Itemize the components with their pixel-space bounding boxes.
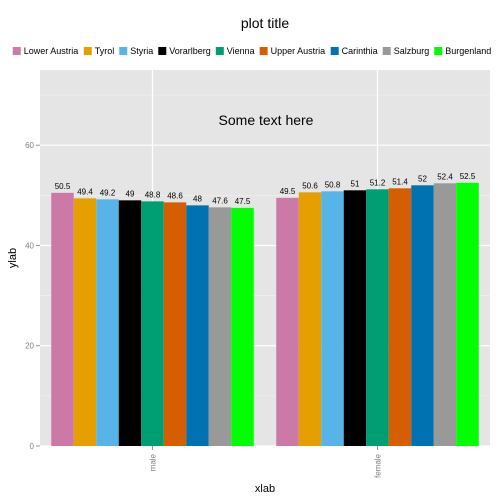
legend-item: Vienna (215, 46, 255, 56)
bar (343, 190, 367, 446)
legend-key (434, 47, 443, 55)
legend-item: Upper Austria (259, 46, 326, 56)
legend-label: Vienna (227, 46, 255, 56)
bar-value-label: 51 (351, 179, 360, 188)
bar-value-label: 48.6 (167, 191, 183, 200)
bar (163, 202, 187, 446)
bar (51, 192, 74, 446)
legend-key (158, 47, 167, 55)
bar (456, 182, 479, 447)
y-tick-label: 0 (30, 442, 35, 451)
bar-value-label: 47.5 (235, 197, 251, 206)
legend-item: Styria (119, 46, 153, 56)
legend-label: Burgenland (445, 46, 491, 56)
legend-label: Styria (130, 46, 153, 56)
bar-value-label: 49 (126, 189, 135, 198)
bar-value-label: 49.2 (100, 188, 116, 197)
bar-value-label: 48.8 (145, 190, 161, 199)
x-axis-label: xlab (255, 483, 275, 495)
bar (276, 197, 299, 446)
bar (118, 200, 142, 446)
bar (366, 189, 389, 447)
legend-key (12, 47, 21, 55)
y-axis-label: ylab (7, 248, 19, 268)
bars (51, 182, 479, 447)
bar (96, 199, 119, 446)
chart-title: plot title (241, 15, 289, 31)
legend: Lower Austria Tyrol Styria Vorarlberg Vienna… (12, 46, 491, 56)
bar-value-label: 52 (418, 174, 427, 183)
legend-key (259, 47, 268, 55)
bar-value-label: 50.6 (302, 181, 318, 190)
bar (298, 192, 322, 446)
legend-label: Tyrol (95, 46, 115, 56)
y-tick-label: 20 (25, 342, 34, 351)
bar-value-label: 50.5 (55, 182, 71, 191)
bar (321, 191, 344, 446)
legend-key (330, 47, 339, 55)
bar-labels: 50.5 49.4 49.2 49 48.8 48.6 48 47.6 47.5 49.5 50.6… (55, 172, 476, 206)
legend-key (83, 47, 92, 55)
bar (433, 183, 457, 446)
x-axis-ticks: male female (149, 446, 383, 478)
bar-value-label: 52.5 (460, 172, 476, 181)
bar-value-label: 47.6 (212, 196, 228, 205)
legend-item: Tyrol (83, 46, 115, 56)
x-tick-label: male (149, 453, 158, 471)
bar (73, 198, 97, 446)
legend-label: Salzburg (394, 46, 430, 56)
legend-label: Lower Austria (24, 46, 79, 56)
bar-value-label: 52.4 (437, 172, 453, 181)
bar-value-label: 50.8 (325, 180, 341, 189)
bar-value-label: 51.2 (370, 178, 386, 187)
legend-item: Vorarlberg (158, 46, 211, 56)
legend-label: Vorarlberg (169, 46, 211, 56)
bar (186, 205, 209, 446)
chart-annotation: Some text here (219, 112, 314, 128)
bar (388, 188, 412, 446)
bar (231, 207, 254, 446)
y-axis-ticks: 0 20 40 60 (25, 141, 40, 451)
legend-item: Burgenland (434, 46, 491, 56)
legend-item: Carinthia (330, 46, 378, 56)
bar (208, 207, 232, 446)
bar-value-label: 51.4 (392, 177, 408, 186)
bar-value-label: 49.4 (77, 187, 93, 196)
legend-label: Carinthia (342, 46, 378, 56)
bar (141, 201, 164, 446)
legend-key (215, 47, 224, 55)
legend-key (119, 47, 128, 55)
y-tick-label: 40 (25, 241, 34, 250)
legend-item: Lower Austria (12, 46, 79, 56)
x-tick-label: female (374, 453, 383, 478)
bar-value-label: 49.5 (280, 187, 296, 196)
bar-value-label: 48 (193, 194, 202, 203)
y-tick-label: 60 (25, 141, 34, 150)
legend-label: Upper Austria (271, 46, 326, 56)
legend-key (382, 47, 391, 55)
legend-item: Salzburg (382, 46, 430, 56)
bar (411, 185, 434, 446)
